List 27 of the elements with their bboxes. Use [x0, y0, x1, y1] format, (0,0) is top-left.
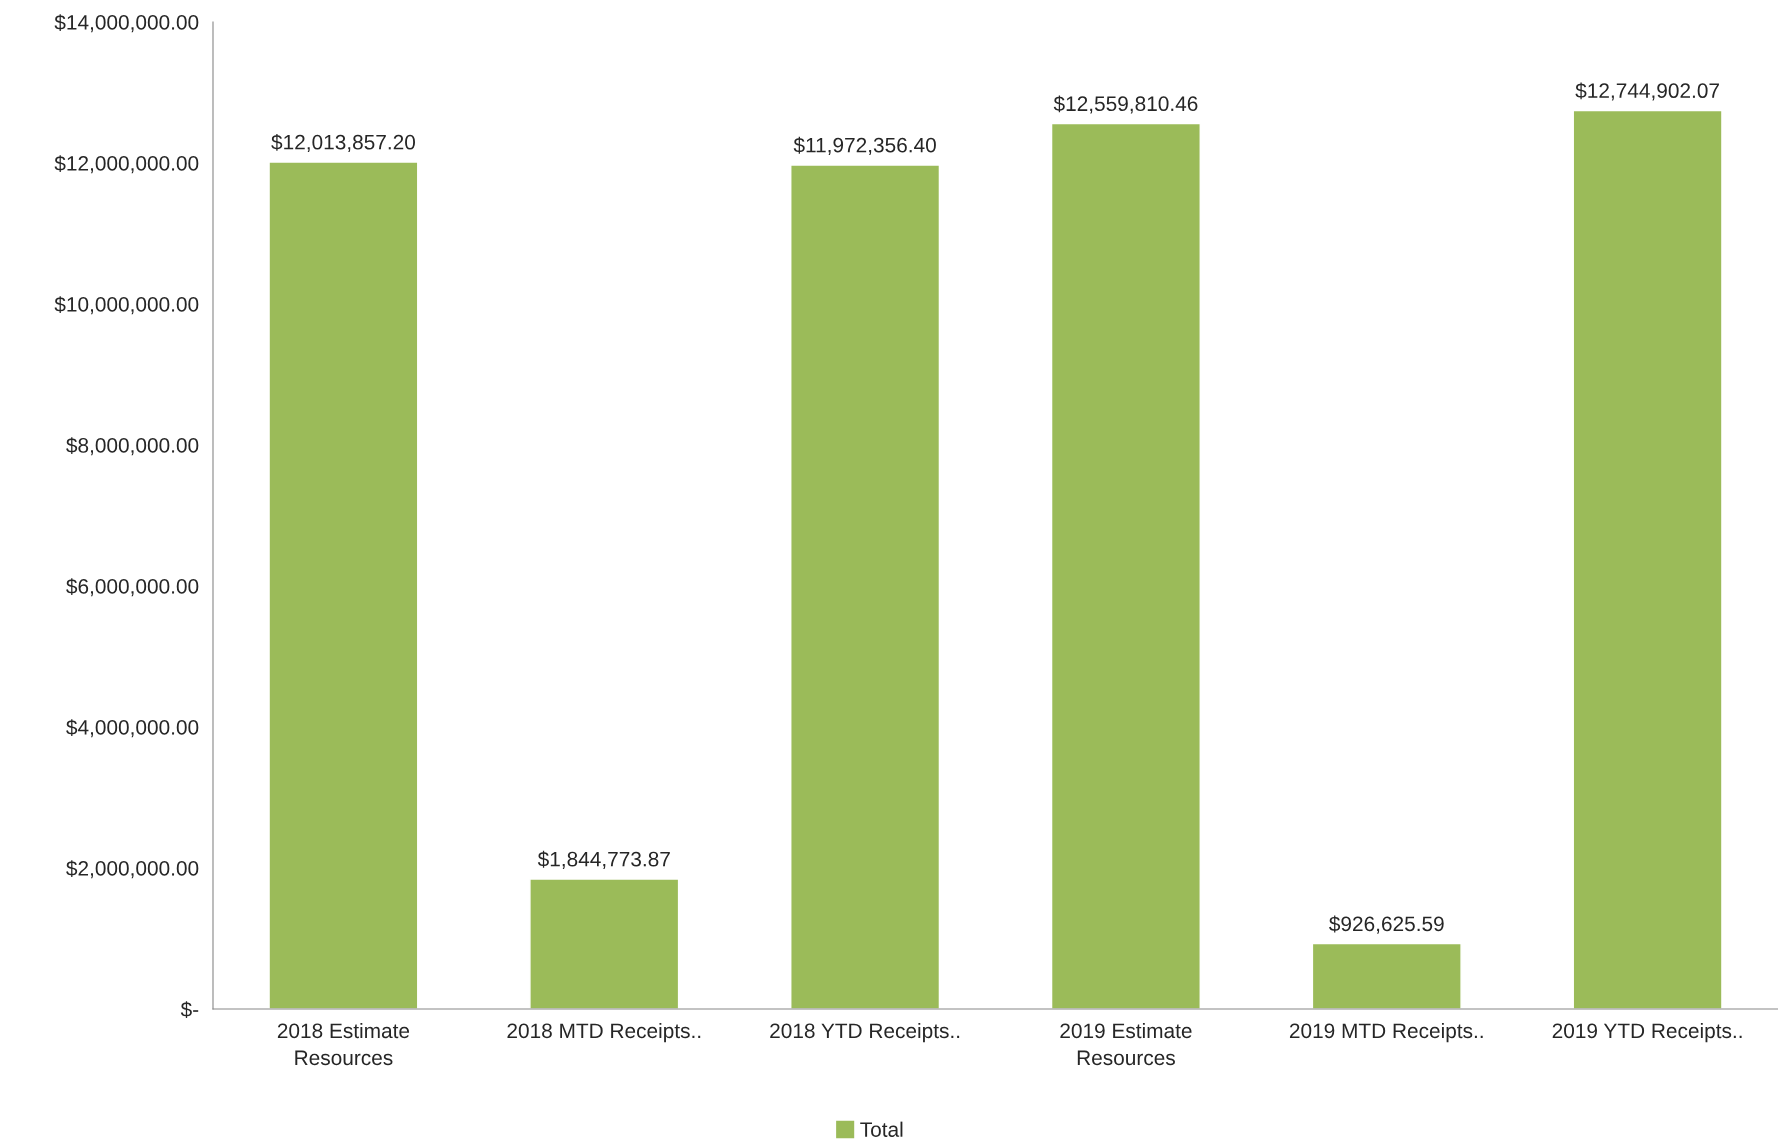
data-label: $12,013,857.20	[271, 133, 416, 153]
bar	[268, 161, 419, 1009]
data-label: $926,625.59	[1329, 915, 1444, 934]
data-label: $1,844,773.87	[537, 850, 670, 869]
data-label: $12,744,902.07	[1575, 82, 1719, 101]
y-tick-label: $4,000,000.00	[66, 719, 199, 738]
x-tick-label: 2018 Estimate Resources	[277, 1022, 410, 1066]
y-tick-label: $2,000,000.00	[66, 860, 199, 879]
bar	[1572, 109, 1723, 1009]
y-tick-label: $14,000,000.00	[54, 14, 199, 33]
data-label: $11,972,356.40	[793, 136, 936, 155]
bar	[790, 164, 941, 1009]
data-label: $12,559,810.46	[1053, 95, 1198, 114]
y-tick-label: $12,000,000.00	[54, 155, 199, 174]
y-tick-label: $10,000,000.00	[54, 296, 199, 315]
y-tick-label: $8,000,000.00	[66, 437, 199, 456]
x-tick-label: 2019 Estimate Resources	[1060, 1022, 1192, 1066]
bar	[529, 878, 680, 1009]
x-tick-label: 2018 YTD Receipts..	[770, 1022, 960, 1043]
x-tick-label: 2019 MTD Receipts..	[1289, 1022, 1483, 1043]
x-tick-label: 2019 YTD Receipts..	[1552, 1022, 1742, 1043]
bar	[1050, 122, 1201, 1009]
y-tick-label: $6,000,000.00	[66, 578, 199, 597]
y-tick-label: $-	[180, 1001, 199, 1018]
x-tick-label: 2018 MTD Receipts..	[507, 1022, 701, 1043]
legend-label: Total	[860, 1121, 903, 1137]
bar	[1311, 942, 1462, 1009]
